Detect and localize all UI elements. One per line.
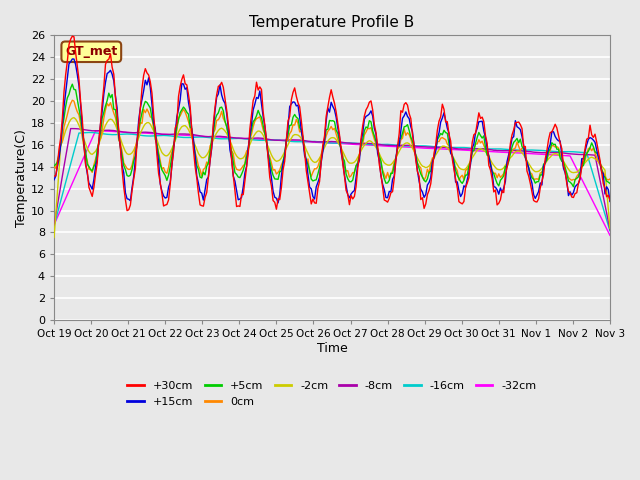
Title: Temperature Profile B: Temperature Profile B — [250, 15, 415, 30]
Y-axis label: Temperature(C): Temperature(C) — [15, 129, 28, 227]
X-axis label: Time: Time — [317, 342, 348, 355]
Text: GT_met: GT_met — [65, 45, 117, 58]
Legend: +30cm, +15cm, +5cm, 0cm, -2cm, -8cm, -16cm, -32cm: +30cm, +15cm, +5cm, 0cm, -2cm, -8cm, -16… — [123, 377, 541, 411]
